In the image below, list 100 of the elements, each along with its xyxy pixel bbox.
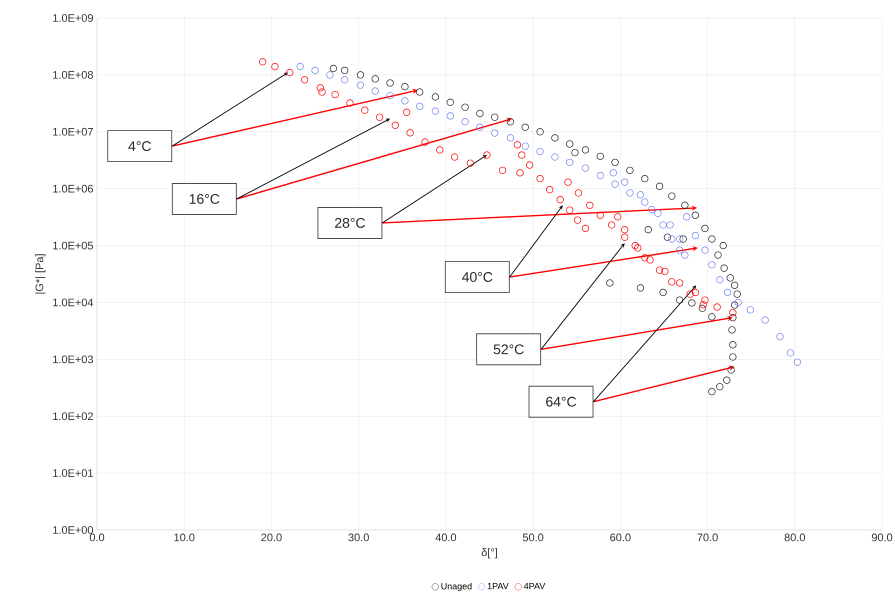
point xyxy=(446,112,454,120)
point xyxy=(574,216,582,224)
x-tick-label: 10.0 xyxy=(174,534,194,542)
point xyxy=(483,151,491,159)
point xyxy=(708,313,716,320)
point xyxy=(372,75,379,83)
point xyxy=(698,304,706,312)
point xyxy=(614,213,622,220)
point xyxy=(701,296,709,304)
point xyxy=(326,71,334,79)
point xyxy=(551,134,559,142)
point xyxy=(476,110,484,118)
point xyxy=(571,148,579,156)
point xyxy=(432,108,440,115)
point xyxy=(522,124,529,131)
point xyxy=(432,93,440,101)
point xyxy=(646,256,654,264)
point xyxy=(729,353,737,361)
y-tick-label: 1.0E+05 xyxy=(53,242,94,250)
point xyxy=(659,288,667,296)
y-tick-label: 1.0E+02 xyxy=(53,412,93,420)
point xyxy=(361,106,368,114)
point xyxy=(621,178,628,186)
point xyxy=(714,303,721,311)
point xyxy=(406,129,414,136)
y-tick-label: 1.0E+00 xyxy=(53,526,94,534)
point xyxy=(514,141,522,148)
point xyxy=(724,288,732,296)
point xyxy=(656,266,664,274)
point xyxy=(296,62,304,70)
point xyxy=(461,104,469,111)
point xyxy=(714,251,722,259)
point xyxy=(346,99,354,107)
point xyxy=(636,191,644,198)
point xyxy=(688,299,696,307)
point xyxy=(341,76,348,84)
x-tick-label: 70.0 xyxy=(697,534,718,542)
point xyxy=(566,158,574,166)
point xyxy=(626,166,634,174)
point xyxy=(611,180,619,188)
point xyxy=(476,124,484,131)
point xyxy=(491,129,498,137)
point xyxy=(794,358,802,366)
x-tick-label: 60.0 xyxy=(610,534,631,542)
point xyxy=(786,349,794,356)
point xyxy=(311,66,319,74)
point xyxy=(692,288,699,296)
point xyxy=(700,301,707,308)
point xyxy=(386,79,394,87)
point xyxy=(682,213,690,220)
point xyxy=(566,206,574,214)
legend-label: Unaged xyxy=(441,582,472,592)
point xyxy=(648,206,656,214)
point xyxy=(271,62,279,70)
point xyxy=(666,221,674,229)
point xyxy=(392,122,399,129)
point xyxy=(636,284,644,292)
point xyxy=(621,234,628,241)
point xyxy=(376,114,384,121)
point xyxy=(729,314,737,322)
point xyxy=(416,88,424,96)
x-tick-label: 50.0 xyxy=(522,534,544,542)
x-tick-label: 40.0 xyxy=(435,534,456,542)
point xyxy=(461,118,469,126)
point xyxy=(330,64,338,72)
annotation: 64°C xyxy=(546,396,576,407)
point xyxy=(644,226,652,234)
point xyxy=(372,87,379,95)
y-tick-label: 1.0E+08 xyxy=(53,71,93,79)
point xyxy=(656,182,664,190)
point xyxy=(566,140,574,148)
point xyxy=(518,151,526,159)
point xyxy=(701,224,709,232)
point xyxy=(729,309,737,316)
point xyxy=(661,268,668,276)
point xyxy=(564,178,572,186)
point xyxy=(446,98,454,106)
point xyxy=(536,175,544,182)
point xyxy=(730,301,738,309)
point xyxy=(611,158,619,166)
point xyxy=(729,341,737,348)
point xyxy=(582,224,590,232)
point xyxy=(701,246,709,254)
point xyxy=(723,376,730,384)
point xyxy=(586,202,594,209)
legend-label: 1PAV xyxy=(488,582,509,590)
point xyxy=(761,316,769,324)
point xyxy=(730,282,738,289)
point xyxy=(606,279,614,287)
x-tick-label: 20.0 xyxy=(261,534,282,542)
annotation: 52°C xyxy=(494,344,524,354)
point xyxy=(316,84,324,92)
point xyxy=(436,146,444,154)
point xyxy=(728,326,736,334)
point xyxy=(450,153,458,161)
x-axis-title: δ[°] xyxy=(482,548,498,558)
point xyxy=(356,82,364,89)
y-tick-label: 1.0E+03 xyxy=(53,355,93,364)
point xyxy=(668,235,676,243)
point xyxy=(634,244,642,252)
